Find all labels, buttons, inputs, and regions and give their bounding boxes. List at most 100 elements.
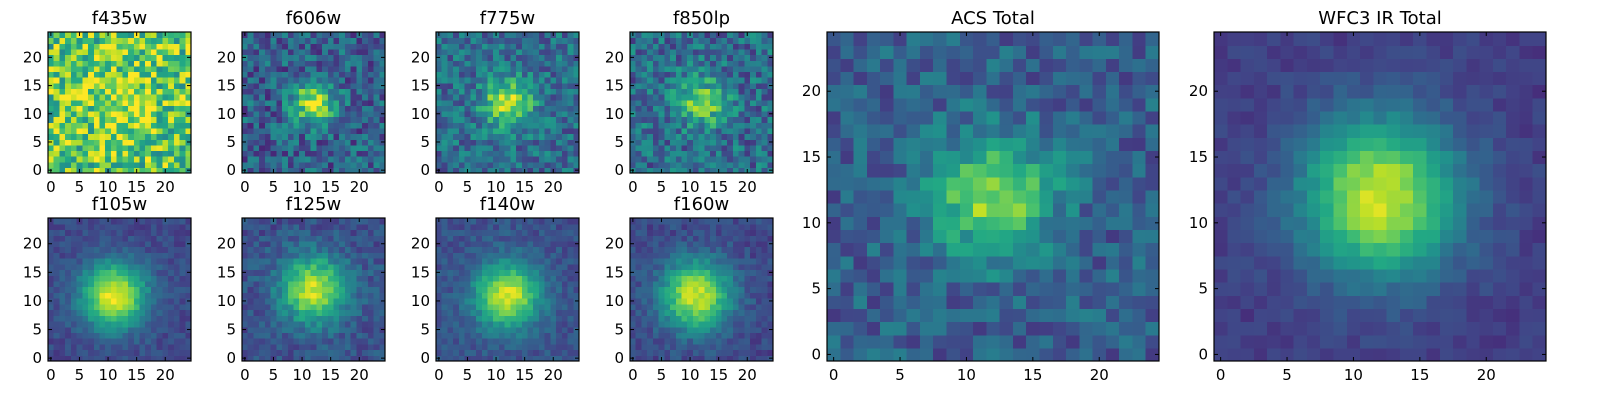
heatmap-cell [498,280,506,288]
heatmap-cell [247,292,255,299]
heatmap-cell [259,252,266,259]
y-tick-label: 10 [217,105,236,123]
heatmap-cell [133,161,141,168]
heatmap-cell [544,48,551,56]
heatmap-cell [150,218,158,225]
heatmap-cell [487,60,494,67]
heatmap-cell [379,229,386,236]
heatmap-cell [110,263,118,271]
heatmap-cell [304,122,312,129]
heatmap-cell [367,315,375,322]
heatmap-cell [476,161,483,168]
heatmap-cell [521,326,529,333]
heatmap-cell [168,60,175,67]
heatmap-cell [664,349,671,356]
heatmap-cell [362,88,369,95]
heatmap-cell [293,110,300,118]
heatmap-cell [441,240,449,248]
heatmap-cell [247,37,255,44]
heatmap-cell [139,343,146,351]
heatmap-cell [264,133,272,140]
heatmap-cell [48,223,55,231]
heatmap-cell [447,71,454,78]
heatmap-cell [59,303,66,311]
heatmap-cell [333,229,340,236]
heatmap-cell [242,116,249,123]
heatmap-cell [327,71,335,78]
heatmap-cell [498,258,506,265]
heatmap-cell [168,110,175,118]
heatmap-cell [721,303,728,311]
heatmap-cell [379,161,386,168]
x-tick-label: 15 [321,366,340,384]
heatmap-cell [516,32,523,39]
heatmap-cell [93,218,101,225]
heatmap-cell [527,280,534,288]
heatmap-cell [276,252,283,259]
heatmap-cell [247,309,255,316]
heatmap-cell [162,37,169,44]
heatmap-cell [367,240,375,248]
heatmap-cell [732,139,740,146]
heatmap-cell [527,258,534,265]
heatmap-cell [550,286,557,293]
heatmap-cell [635,343,643,351]
heatmap-cell [476,309,483,316]
heatmap-cell [110,43,118,50]
heatmap-cell [447,82,454,89]
heatmap-cell [664,82,671,89]
heatmap-cell [470,292,477,299]
heatmap-cell [533,315,540,322]
heatmap-cell [732,54,740,61]
heatmap-cell [88,32,95,39]
heatmap-cell [521,280,529,288]
heatmap-cell [299,292,306,299]
heatmap-cell [470,263,477,271]
heatmap-cell [493,60,500,67]
heatmap-cell [527,235,534,242]
heatmap-cell [533,167,540,174]
heatmap-cell [436,122,443,129]
heatmap-cell [310,298,317,305]
heatmap-cell [185,229,192,236]
heatmap-cell [692,37,700,44]
heatmap-cell [316,82,323,89]
heatmap-cell [533,280,540,288]
heatmap-cell [664,286,671,293]
heatmap-cell [59,139,66,146]
heatmap-cell [510,156,517,163]
heatmap-cell [527,223,534,231]
heatmap-cell [322,54,329,61]
heatmap-cell [447,280,454,288]
heatmap-cell [436,133,443,140]
heatmap-cell [350,275,357,282]
heatmap-cell [681,338,688,345]
heatmap-cell [761,338,768,345]
heatmap-cell [750,110,757,118]
heatmap-cell [744,133,751,140]
heatmap-cell [493,303,500,311]
heatmap-cell [362,223,369,231]
heatmap-cell [82,338,89,345]
heatmap-cell [721,355,728,362]
heatmap-cell [544,320,551,328]
heatmap-cell [692,116,700,123]
heatmap-cell [59,320,66,328]
heatmap-cell [350,326,357,333]
heatmap-cell [173,167,181,174]
heatmap-cell [715,309,723,316]
heatmap-cell [133,280,141,288]
heatmap-cell [516,48,523,56]
heatmap-cell [70,82,78,89]
heatmap-cell [493,43,500,50]
heatmap-cell [561,349,569,356]
heatmap-cell [59,286,66,293]
heatmap-cell [322,309,329,316]
x-tick-label: 10 [487,366,506,384]
heatmap-cell [464,246,471,253]
heatmap-cell [453,127,460,135]
heatmap-cell [367,99,375,106]
heatmap-cell [110,343,118,351]
heatmap-cell [635,71,643,78]
heatmap-cell [128,235,135,242]
